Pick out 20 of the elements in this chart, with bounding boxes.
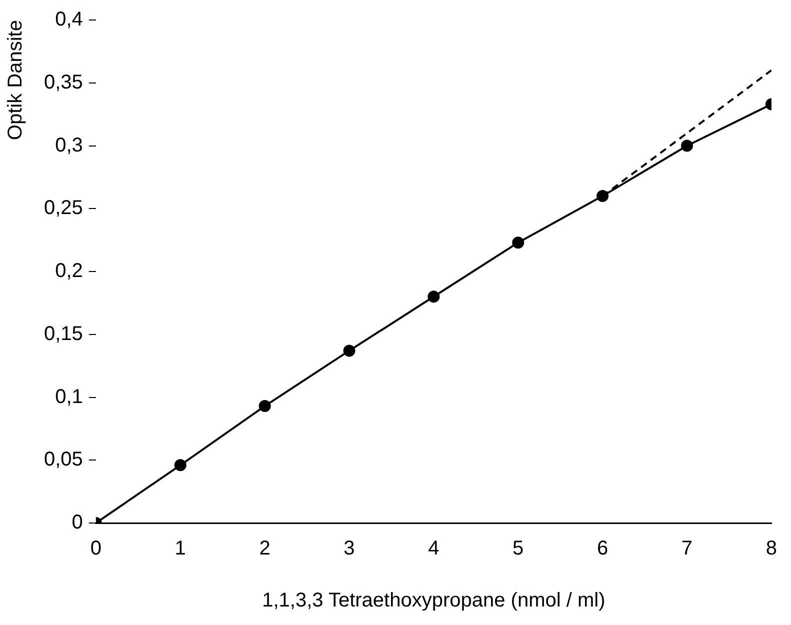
x-tick-label: 1 [174,538,186,560]
x-tick-label: 4 [428,538,440,560]
y-tick-label: 0,05 [44,448,83,471]
y-tick-label: 0,1 [55,386,83,408]
y-tick-label: 0,15 [44,322,83,345]
x-axis-title: 1,1,3,3 Tetraethoxypropane (nmol / ml) [262,590,606,612]
y-tick-label: 0,3 [55,134,83,156]
y-tick-label: 0 [72,512,83,534]
x-tick-label: 2 [259,538,270,560]
y-tick-label: 0,35 [44,71,83,94]
x-tick-label: 8 [766,538,777,560]
y-tick-label: 0,25 [44,197,83,220]
y-tick-label: 0,4 [55,8,83,31]
y-tick-label: 0,2 [55,260,83,282]
y-axis-title: Optik Dansite [4,20,27,140]
x-tick-label: 0 [90,538,102,560]
x-tick-label: 3 [344,538,355,560]
x-tick-label: 6 [597,538,608,560]
x-tick-label: 7 [681,538,693,560]
x-tick-label: 5 [512,538,524,560]
